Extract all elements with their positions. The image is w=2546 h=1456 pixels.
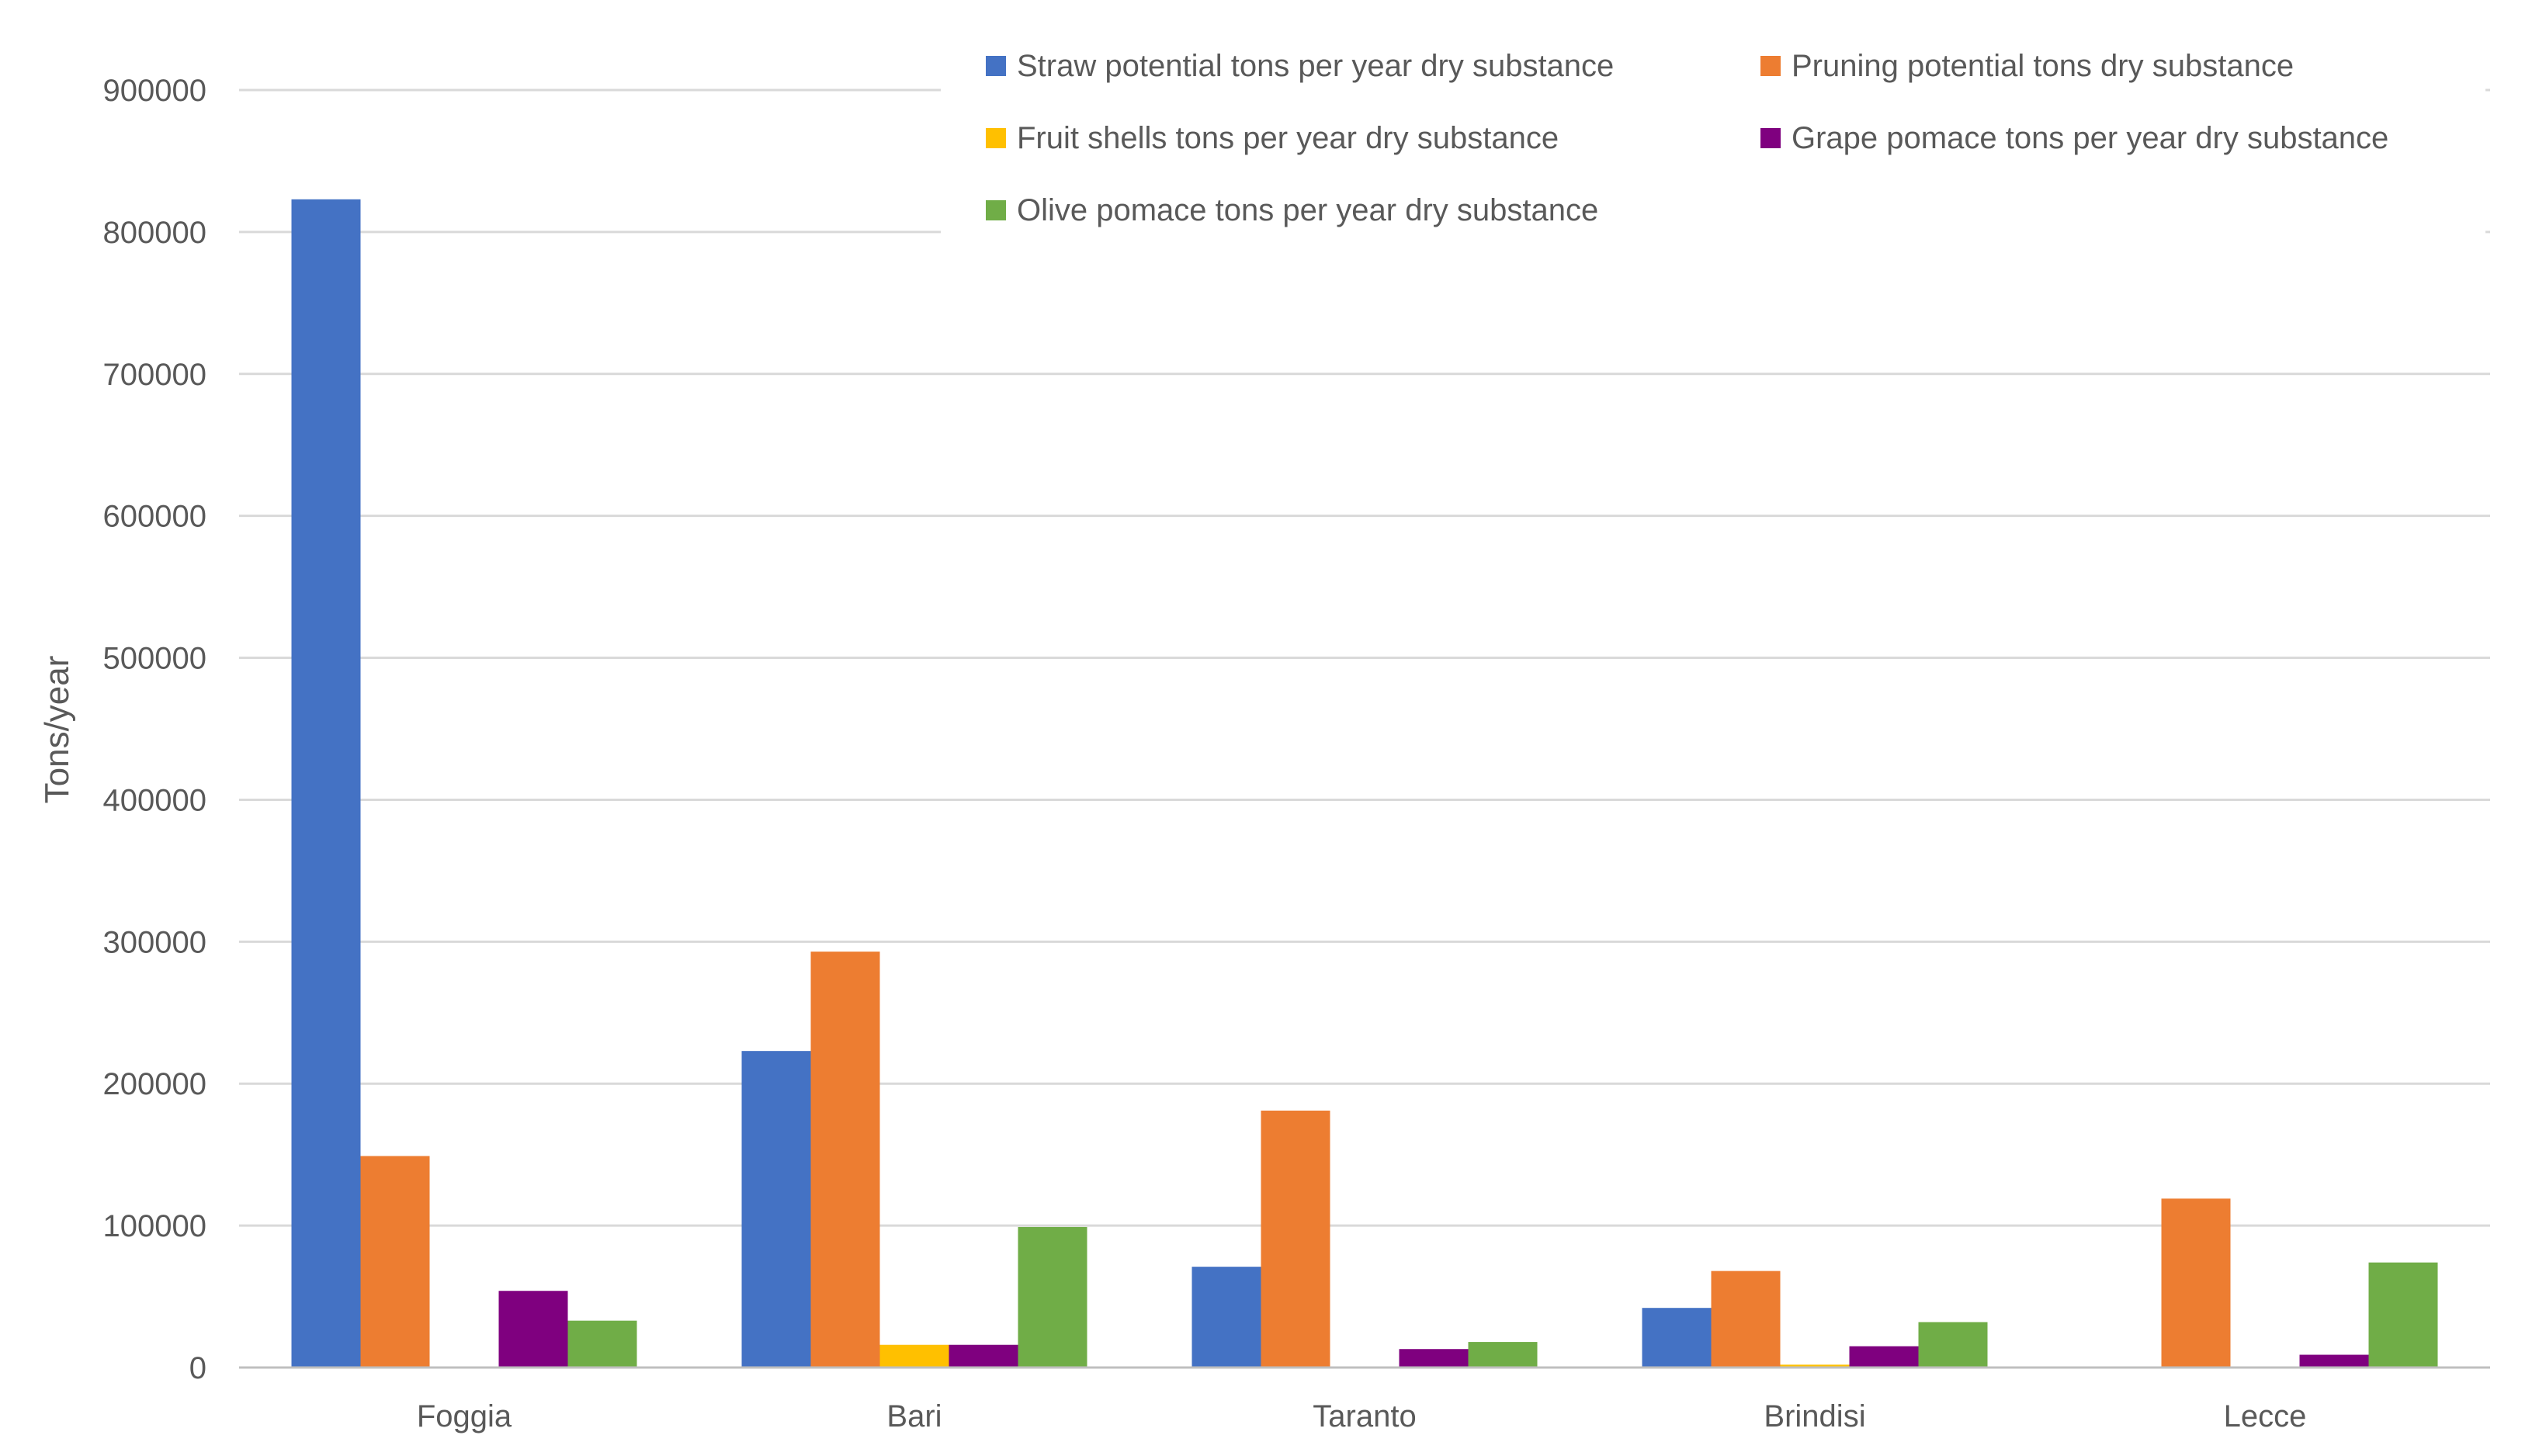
bar-foggia-series-2 bbox=[360, 1156, 430, 1368]
bar-bari-series-4 bbox=[949, 1344, 1018, 1368]
legend-swatch bbox=[1760, 56, 1781, 76]
y-axis-label: Tons/year bbox=[38, 656, 76, 804]
bar-brindisi-series-3 bbox=[1780, 1364, 1850, 1368]
legend-label: Straw potential tons per year dry substa… bbox=[1017, 49, 1614, 83]
y-tick-label: 0 bbox=[189, 1351, 206, 1385]
bars bbox=[291, 199, 2438, 1368]
bar-taranto-series-5 bbox=[1468, 1342, 1538, 1368]
y-tick-label: 400000 bbox=[103, 783, 206, 817]
bar-foggia-series-4 bbox=[498, 1291, 568, 1368]
y-tick-label: 100000 bbox=[103, 1209, 206, 1243]
bar-taranto-series-4 bbox=[1399, 1349, 1469, 1368]
bar-lecce-series-5 bbox=[2368, 1262, 2438, 1368]
legend-swatch bbox=[986, 200, 1006, 220]
gridlines bbox=[239, 88, 2490, 1227]
bar-brindisi-series-2 bbox=[1711, 1271, 1781, 1368]
legend-label: Grape pomace tons per year dry substance bbox=[1792, 121, 2388, 155]
legend-swatch bbox=[986, 128, 1006, 148]
bar-foggia-series-5 bbox=[567, 1320, 637, 1368]
legend: Straw potential tons per year dry substa… bbox=[941, 39, 2485, 248]
bar-bari-series-5 bbox=[1018, 1226, 1087, 1368]
legend-background bbox=[941, 39, 2485, 248]
y-tick-label: 600000 bbox=[103, 500, 206, 534]
x-axis-category-labels: Foggia Bari Taranto Brindisi Lecce bbox=[417, 1399, 2307, 1433]
legend-label: Fruit shells tons per year dry substance bbox=[1017, 121, 1559, 155]
bar-taranto-series-1 bbox=[1191, 1267, 1261, 1368]
y-tick-label: 300000 bbox=[103, 925, 206, 959]
y-tick-label: 800000 bbox=[103, 216, 206, 250]
bar-lecce-series-4 bbox=[2299, 1354, 2369, 1368]
bar-foggia-series-1 bbox=[291, 199, 361, 1368]
y-tick-label: 500000 bbox=[103, 642, 206, 676]
bar-lecce-series-2 bbox=[2161, 1198, 2231, 1368]
bar-bari-series-1 bbox=[741, 1051, 811, 1368]
y-tick-label: 200000 bbox=[103, 1067, 206, 1101]
legend-label: Pruning potential tons dry substance bbox=[1792, 49, 2294, 83]
bar-taranto-series-2 bbox=[1261, 1110, 1330, 1368]
legend-swatch bbox=[1760, 128, 1781, 148]
bar-bari-series-3 bbox=[879, 1344, 949, 1368]
bar-bari-series-2 bbox=[810, 952, 880, 1368]
y-tick-label: 700000 bbox=[103, 358, 206, 392]
bar-brindisi-series-1 bbox=[1642, 1308, 1712, 1368]
x-category-label: Taranto bbox=[1313, 1399, 1416, 1433]
legend-label: Olive pomace tons per year dry substance bbox=[1017, 193, 1598, 227]
x-category-label: Bari bbox=[886, 1399, 942, 1433]
bar-brindisi-series-5 bbox=[1918, 1322, 1988, 1368]
x-category-label: Foggia bbox=[417, 1399, 512, 1433]
y-tick-label: 900000 bbox=[103, 74, 206, 108]
legend-swatch bbox=[986, 56, 1006, 76]
y-axis-tick-labels: 0 100000 200000 300000 400000 500000 600000 700… bbox=[103, 74, 206, 1385]
bar-brindisi-series-4 bbox=[1849, 1346, 1919, 1368]
x-category-label: Brindisi bbox=[1764, 1399, 1865, 1433]
x-category-label: Lecce bbox=[2224, 1399, 2307, 1433]
